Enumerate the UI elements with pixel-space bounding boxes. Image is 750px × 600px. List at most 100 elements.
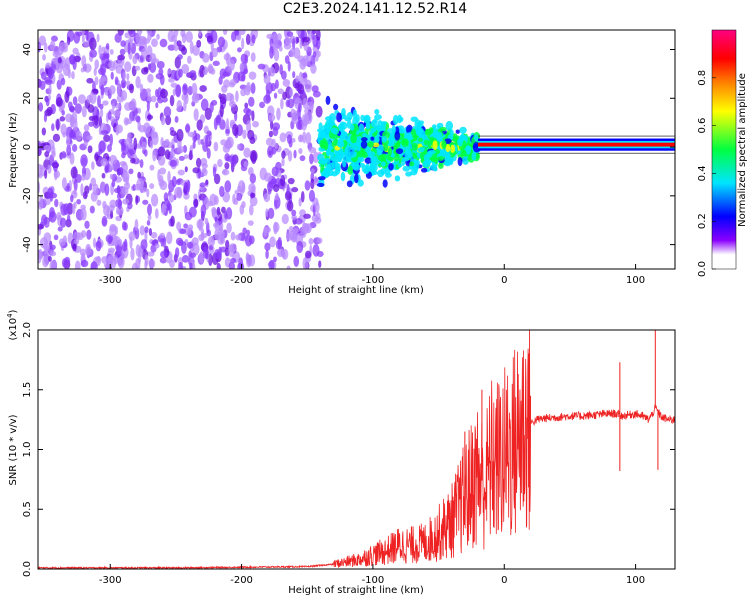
noise-cell — [154, 208, 159, 219]
noise-cell — [40, 71, 47, 80]
noise-cell — [86, 77, 94, 84]
noise-cell — [205, 134, 209, 148]
noise-cell — [174, 247, 180, 259]
noise-cell — [144, 254, 149, 267]
noise-cell — [310, 63, 317, 74]
noise-cell — [86, 229, 92, 240]
noise-cell — [281, 213, 289, 225]
signal-cell — [367, 141, 374, 148]
noise-cell — [293, 149, 297, 159]
signal-cell — [361, 132, 368, 138]
noise-cell — [222, 30, 228, 36]
noise-cell — [67, 101, 73, 109]
noise-cell — [199, 85, 207, 92]
noise-cell — [116, 244, 123, 257]
signal-cell — [374, 114, 382, 120]
noise-cell — [103, 262, 112, 269]
signal-cell — [402, 165, 411, 172]
noise-cell — [311, 85, 319, 93]
noise-cell — [163, 192, 169, 202]
noise-cell — [226, 222, 232, 234]
noise-cell — [60, 151, 67, 159]
noise-cell — [154, 243, 160, 249]
noise-cell — [48, 82, 52, 96]
noise-cell — [296, 30, 302, 36]
noise-cell — [107, 247, 116, 253]
noise-cell — [297, 55, 305, 63]
signal-cell — [395, 148, 404, 155]
noise-cell — [55, 118, 60, 131]
noise-cell — [159, 257, 167, 264]
noise-cell — [152, 149, 157, 162]
signal-cell — [412, 153, 417, 159]
noise-cell — [287, 150, 293, 162]
noise-cell — [298, 147, 303, 155]
noise-cell — [146, 100, 150, 112]
noise-cell — [61, 258, 68, 268]
signal-cell — [439, 126, 447, 132]
noise-cell — [159, 180, 168, 191]
noise-cell — [120, 90, 128, 101]
noise-cell — [300, 190, 305, 203]
noise-cell — [277, 88, 284, 95]
noise-cell — [196, 119, 203, 131]
noise-cell — [214, 249, 221, 260]
noise-cell — [227, 59, 235, 71]
noise-cell — [248, 96, 255, 107]
noise-cell — [68, 55, 76, 65]
spectrogram-x-tick-label: 100 — [626, 275, 645, 286]
noise-cell — [224, 162, 230, 170]
noise-cell — [296, 36, 300, 44]
noise-cell — [293, 47, 301, 59]
noise-cell — [51, 35, 58, 42]
noise-cell — [84, 220, 90, 229]
spectrogram-y-tick-label: 40 — [22, 43, 33, 56]
noise-cell — [69, 152, 75, 165]
noise-cell — [88, 121, 95, 127]
noise-cell — [248, 204, 254, 216]
noise-cell — [81, 173, 86, 181]
noise-cell — [83, 63, 92, 73]
noise-cell — [95, 240, 102, 252]
noise-cell — [175, 84, 182, 98]
signal-cell — [441, 139, 447, 149]
snr-y-tick-label: 0.0 — [22, 561, 33, 577]
spectrogram-x-tick-label: -100 — [362, 275, 385, 286]
noise-cell — [221, 84, 228, 93]
noise-cell — [237, 185, 242, 192]
noise-cell — [137, 120, 141, 131]
noise-cell — [137, 248, 144, 257]
noise-cell — [41, 127, 47, 136]
noise-cell — [284, 37, 293, 44]
signal-cell — [397, 163, 403, 168]
noise-cell — [76, 198, 82, 205]
signal-cell — [331, 159, 339, 169]
noise-cell — [318, 260, 322, 268]
noise-cell — [279, 64, 284, 75]
signal-cell — [355, 114, 360, 124]
noise-cell — [192, 44, 200, 56]
noise-cell — [43, 42, 48, 53]
signal-cell — [346, 180, 353, 188]
signal-cell — [399, 129, 406, 134]
signal-cell — [409, 161, 415, 167]
noise-cell — [264, 172, 272, 182]
noise-cell — [188, 150, 193, 161]
noise-cell — [81, 105, 87, 118]
noise-cell — [239, 62, 244, 72]
noise-cell — [259, 101, 266, 109]
noise-cell — [109, 154, 118, 165]
noise-cell — [101, 256, 108, 264]
noise-cell — [214, 216, 218, 222]
noise-cell — [241, 182, 246, 194]
noise-cell — [224, 180, 232, 193]
signal-cell — [455, 129, 461, 134]
signal-cell — [389, 157, 394, 162]
noise-cell — [177, 54, 183, 60]
noise-cell — [44, 79, 53, 85]
noise-cell — [246, 229, 251, 236]
spectrogram-y-tick-label: -40 — [22, 236, 33, 252]
noise-cell — [80, 208, 87, 221]
noise-cell — [304, 250, 312, 259]
noise-cell — [231, 156, 237, 168]
